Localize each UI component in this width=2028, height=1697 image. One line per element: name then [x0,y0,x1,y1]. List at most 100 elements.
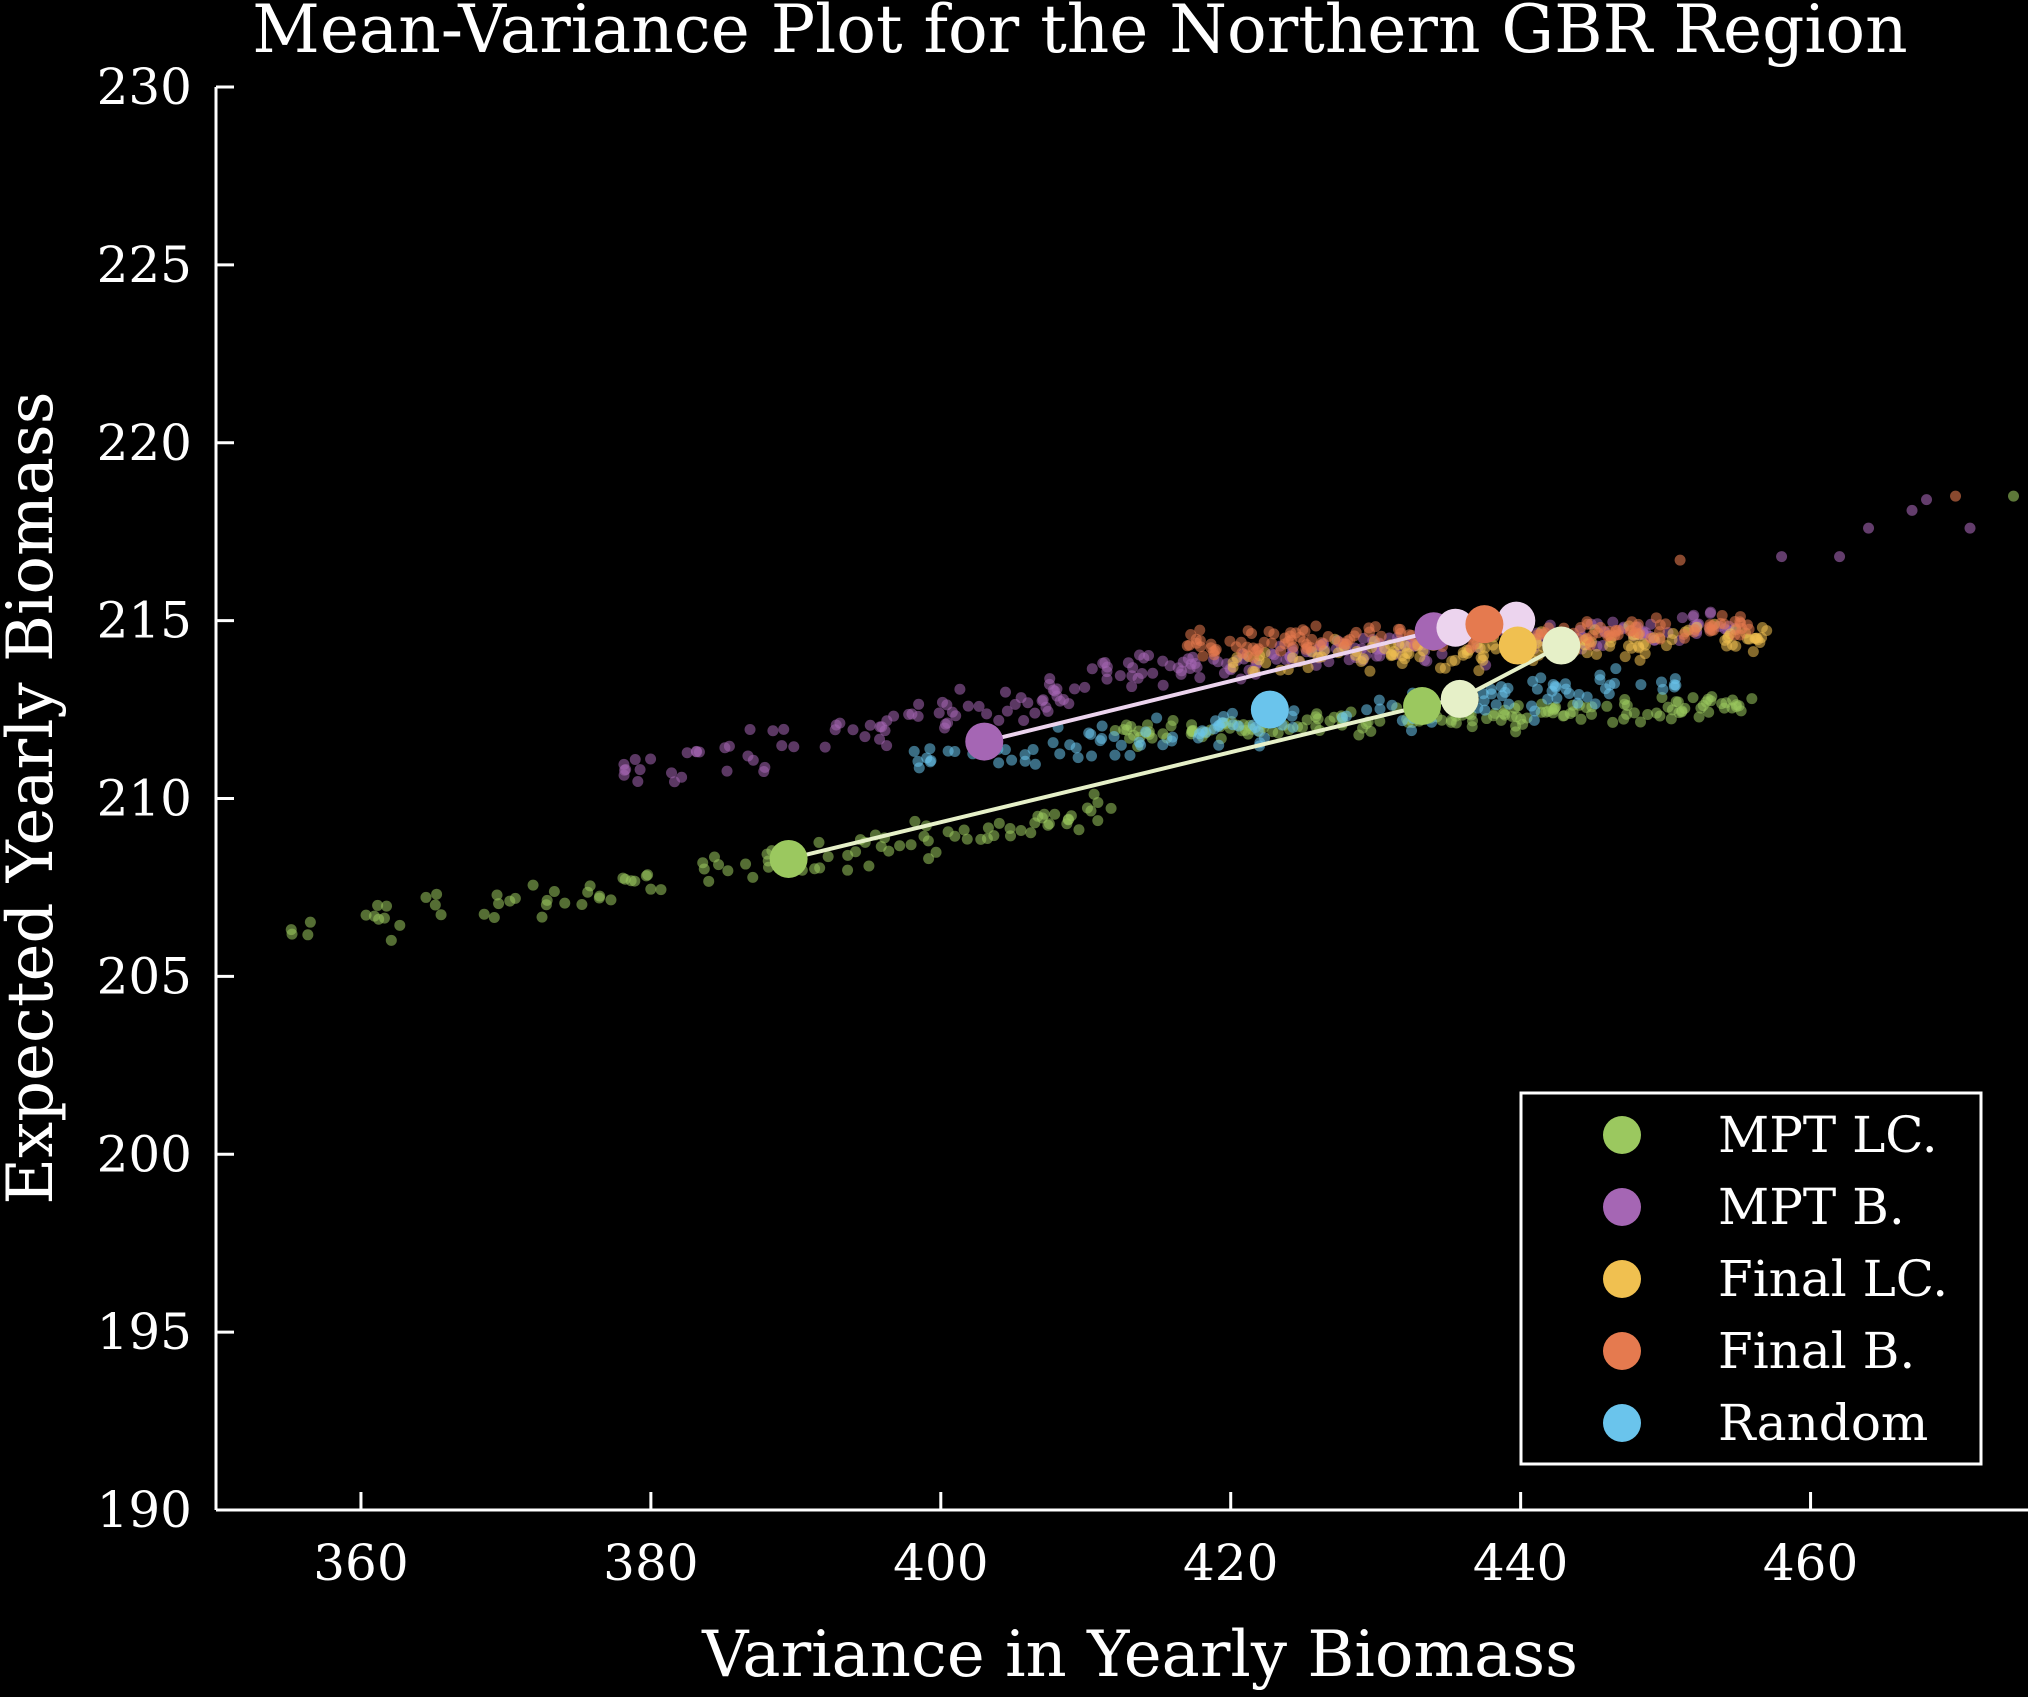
sample-point [981,708,993,720]
sample-point [645,753,657,765]
sample-point [1921,494,1933,506]
sample-point [940,718,952,730]
sample-point [1718,618,1730,630]
sample-point [722,865,734,877]
sample-point [1157,679,1169,691]
highlight-point [1498,626,1537,665]
sample-point [981,833,993,845]
sample-point [1746,693,1758,705]
ticks: 360 380 400 420 440 460 190 195 200 205 210 215 220 2… [97,58,1859,1592]
sample-point [1312,713,1324,725]
sample-point [1029,758,1041,770]
legend-marker [1603,1404,1641,1442]
sample-point [1635,716,1647,728]
sample-point [1073,824,1085,836]
frontier-point [1436,608,1475,647]
sample-point [1399,653,1411,665]
sample-point [1511,711,1523,723]
sample-point [435,909,447,921]
sample-point [1027,744,1039,756]
sample-point [1610,663,1622,675]
sample-point [1194,635,1206,647]
sample-point [368,910,380,922]
sample-point [999,686,1011,698]
sample-point [1042,705,1054,717]
sample-point [1355,656,1367,668]
frontier-point [1440,679,1479,718]
sample-point [1490,699,1502,711]
sample-point [1157,739,1169,751]
sample-point [908,745,920,757]
sample-point [1115,739,1127,751]
sample-point [504,895,516,907]
sample-point [1036,695,1048,707]
legend-marker [1603,1260,1641,1298]
sample-point [488,911,500,923]
sample-point [924,743,936,755]
sample-point [1248,652,1260,664]
x-tick-label: 400 [893,1534,988,1592]
sample-point [1072,752,1084,764]
sample-point [1136,668,1148,680]
sample-point [744,723,756,735]
sample-point [1558,710,1570,722]
sample-point [1630,621,1642,633]
sample-point [913,698,925,710]
sample-point [1365,725,1377,737]
sample-point [923,853,935,865]
x-axis-label: Variance in Yearly Biomass [701,1618,1578,1692]
sample-point [385,934,397,946]
sample-point [1650,612,1662,624]
legend-label: Final LC. [1718,1250,1948,1308]
sample-point [903,708,915,720]
sample-point [1086,663,1098,675]
sample-point [1336,712,1348,724]
sample-point [1124,749,1136,761]
sample-point [1693,711,1705,723]
sample-point [1672,696,1684,708]
sample-point [1548,704,1560,716]
legend-label: Random [1718,1394,1928,1452]
sample-point [1756,621,1768,633]
sample-point [1906,504,1918,516]
frontier-layer [769,601,1581,878]
sample-point [1151,712,1163,724]
sample-point [1510,726,1522,738]
sample-point [1208,723,1220,735]
sample-point [1567,706,1579,718]
sample-point [1194,672,1206,684]
sample-point [822,851,834,863]
sample-point [1465,642,1477,654]
sample-point [946,706,958,718]
sample-point [1604,640,1616,652]
sample-point [1498,708,1510,720]
sample-point [1396,715,1408,727]
sample-point [1687,692,1699,704]
sample-point [1266,637,1278,649]
sample-point [778,723,790,735]
x-tick-label: 360 [313,1534,408,1592]
sample-point [918,830,930,842]
frontier-point [769,839,808,878]
sample-point [1275,645,1287,657]
sample-point [1676,706,1688,718]
y-axis-label: Expected Yearly Biomass [0,391,68,1204]
sample-point [1147,667,1159,679]
sample-point [429,899,441,911]
sample-point [834,717,846,729]
sample-point [548,886,560,898]
sample-point [690,745,702,757]
sample-point [1004,823,1016,835]
sample-point [1135,739,1147,751]
sample-point [719,742,731,754]
sample-point [1639,648,1651,660]
sample-point [921,752,933,764]
sample-point [632,775,644,787]
sample-point [1260,657,1272,669]
sample-point [1603,629,1615,641]
sample-point [1172,662,1184,674]
sample-point [1226,707,1238,719]
sample-point [1019,749,1031,761]
sample-point [1707,624,1719,636]
sample-point [759,761,771,773]
